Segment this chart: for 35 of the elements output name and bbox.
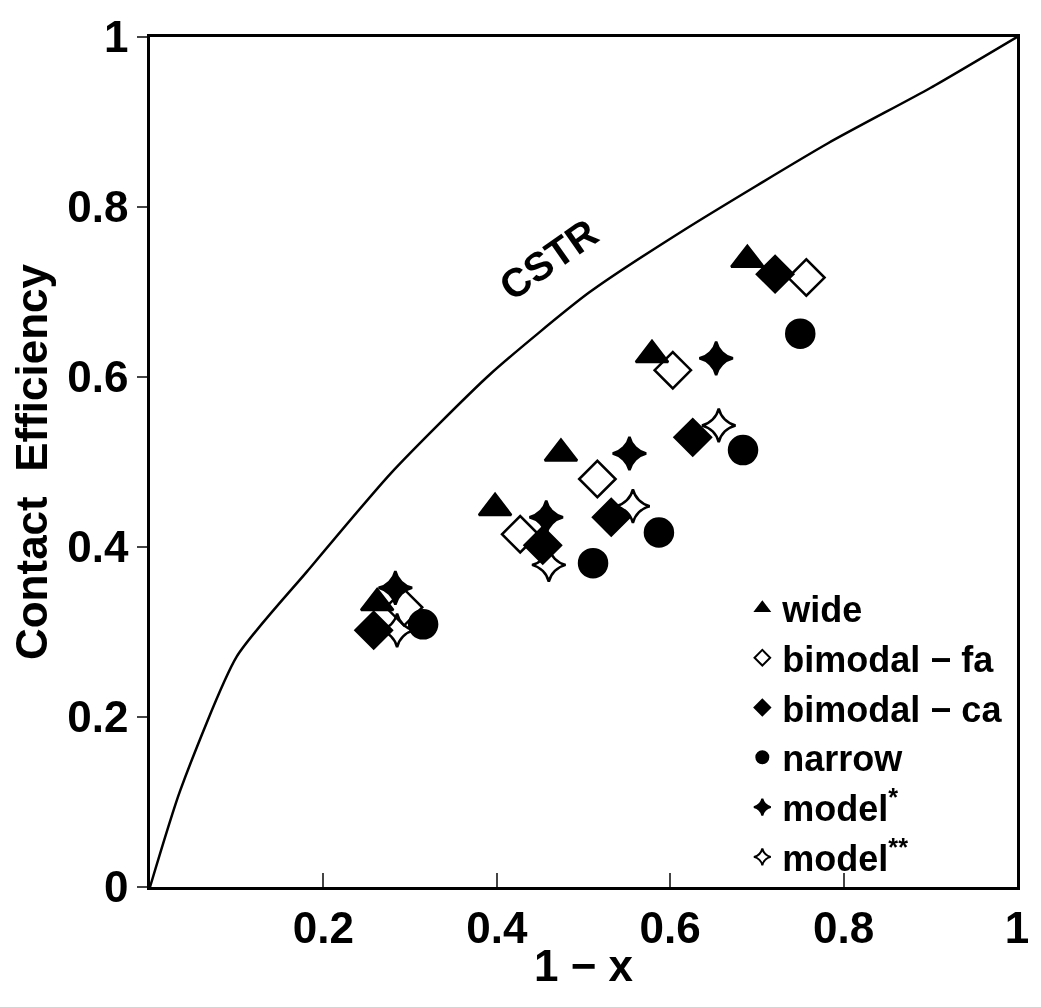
x-tick-label: 0.4: [466, 902, 528, 952]
point: [698, 340, 735, 377]
point: [591, 497, 631, 537]
point: [785, 318, 816, 349]
point: [700, 407, 737, 444]
legend-label: model$^{*}$: [782, 783, 899, 830]
x-tick-label: 0.6: [639, 902, 701, 952]
x-tick-label: 1: [1004, 902, 1030, 952]
point: [673, 417, 713, 457]
point: [377, 569, 414, 606]
point: [755, 254, 795, 294]
point: [643, 517, 675, 548]
y-tick-label: 1: [103, 12, 129, 62]
legend-label: wide: [781, 588, 863, 630]
y-tick-label: 0.4: [67, 522, 129, 572]
y-axis-title: Contact Efficiency: [7, 263, 57, 661]
y-tick-label: 0.2: [67, 692, 129, 742]
legend-label: model$^{**}$: [782, 832, 909, 879]
x-tick-label: 0.2: [292, 902, 354, 952]
y-tick-label: 0.6: [67, 352, 129, 402]
legend-label: bimodal − ca: [782, 688, 1003, 730]
point: [727, 434, 759, 466]
point: [577, 459, 617, 499]
point: [354, 610, 394, 650]
point: [611, 435, 648, 472]
x-axis-title: 1 − x: [533, 940, 634, 990]
point: [407, 609, 439, 640]
point: [786, 258, 826, 297]
point: [653, 350, 693, 390]
point: [577, 547, 609, 579]
legend-label: narrow: [782, 738, 904, 780]
x-tick-label: 0.8: [813, 902, 875, 952]
y-tick-label: 0: [103, 862, 129, 912]
legend-label: bimodal − fa: [782, 638, 995, 680]
y-tick-label: 0.8: [67, 182, 129, 232]
